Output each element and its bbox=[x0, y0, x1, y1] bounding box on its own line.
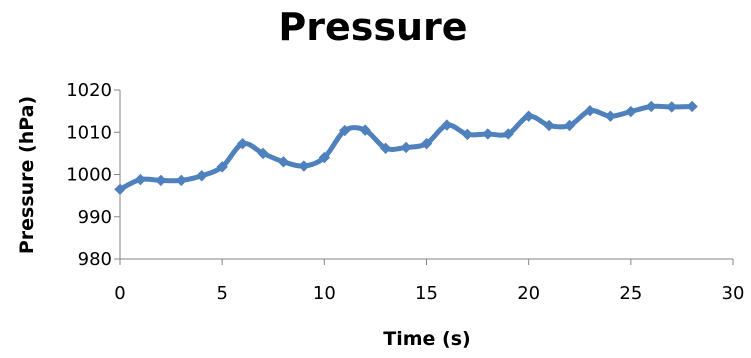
data-point-marker bbox=[196, 170, 208, 182]
x-tick-label: 20 bbox=[517, 283, 540, 304]
data-point-marker bbox=[625, 105, 637, 118]
data-point-marker bbox=[236, 137, 249, 150]
data-point-marker bbox=[604, 110, 617, 122]
data-point-marker bbox=[563, 119, 576, 132]
y-tick-label: 1000 bbox=[66, 165, 112, 186]
data-point-marker bbox=[441, 119, 453, 131]
x-tick-label: 25 bbox=[619, 283, 642, 304]
data-point-marker bbox=[359, 124, 371, 136]
y-tick-label: 980 bbox=[78, 249, 112, 270]
x-axis-title: Time (s) bbox=[383, 328, 470, 350]
data-point-marker bbox=[298, 160, 310, 172]
x-tick-label: 15 bbox=[415, 283, 438, 304]
data-point-marker bbox=[461, 128, 474, 141]
y-tick-label: 990 bbox=[78, 207, 112, 228]
data-point-marker bbox=[379, 142, 392, 155]
y-tick-label: 1020 bbox=[66, 80, 112, 101]
x-tick-label: 5 bbox=[216, 283, 227, 304]
data-point-marker bbox=[339, 124, 351, 137]
data-point-marker bbox=[257, 147, 269, 160]
data-point-marker bbox=[114, 183, 126, 195]
data-point-marker bbox=[482, 128, 494, 140]
data-point-marker bbox=[318, 151, 331, 164]
axes: 980 990 1000 1010 1020 0 5 10 15 20 25 30 bbox=[66, 80, 744, 304]
data-point-marker bbox=[277, 156, 290, 168]
data-point-marker bbox=[584, 104, 596, 117]
x-tick-label: 0 bbox=[114, 283, 125, 304]
series-layer bbox=[114, 100, 698, 195]
data-point-marker bbox=[155, 174, 167, 187]
data-point-marker bbox=[686, 100, 698, 113]
y-axis-title: Pressure (hPa) bbox=[16, 96, 38, 254]
data-point-marker bbox=[175, 174, 188, 187]
y-tick-label: 1010 bbox=[66, 122, 112, 143]
data-point-marker bbox=[502, 128, 514, 140]
chart-title: Pressure bbox=[278, 5, 467, 49]
data-point-marker bbox=[420, 137, 433, 150]
data-point-marker bbox=[216, 161, 228, 173]
data-point-marker bbox=[665, 101, 678, 113]
data-point-marker bbox=[543, 119, 555, 132]
data-point-marker bbox=[134, 173, 147, 186]
data-point-marker bbox=[400, 141, 412, 154]
x-tick-label: 10 bbox=[313, 283, 336, 304]
data-point-marker bbox=[522, 110, 535, 122]
data-point-marker bbox=[645, 100, 657, 113]
x-tick-label: 30 bbox=[722, 283, 745, 304]
